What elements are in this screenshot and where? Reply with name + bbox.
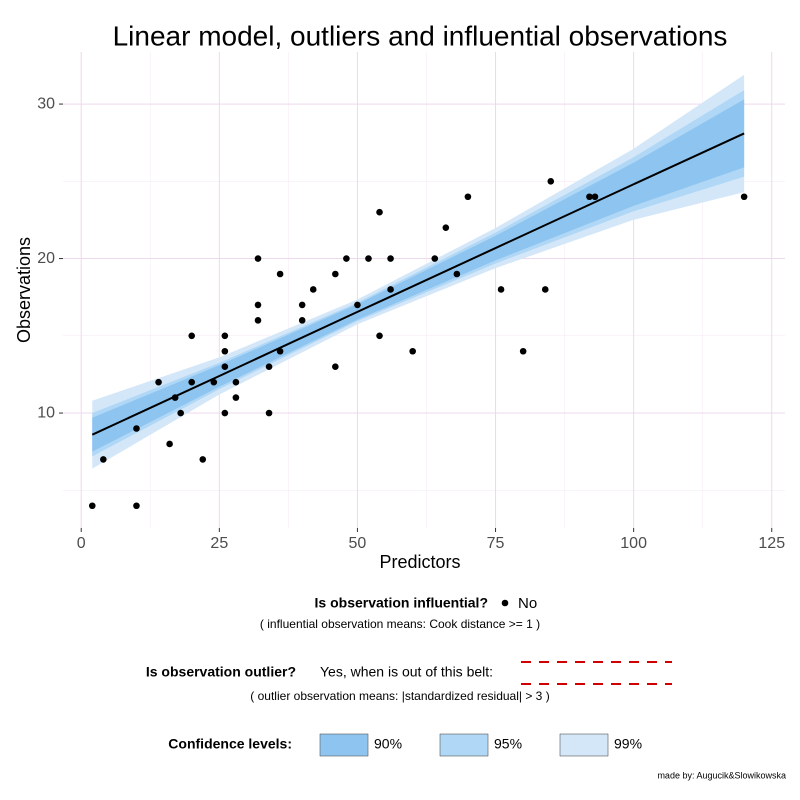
point — [133, 425, 140, 432]
x-tick-label: 75 — [487, 535, 505, 552]
y-tick-label: 30 — [37, 95, 55, 112]
point — [431, 255, 439, 262]
legend-swatch — [319, 733, 369, 757]
point — [177, 409, 184, 417]
point — [497, 286, 505, 293]
legend-label: 99% — [614, 736, 642, 752]
point — [332, 270, 339, 278]
x-tick-label: 125 — [758, 535, 785, 552]
x-tick-label: 100 — [620, 535, 647, 552]
point — [188, 332, 196, 340]
fit-line — [91, 132, 745, 436]
plot-area — [63, 52, 785, 528]
legend-text: Yes, when is out of this belt: — [320, 664, 493, 680]
point — [309, 286, 317, 293]
legend-title: Confidence levels: — [168, 736, 292, 752]
point — [199, 456, 207, 463]
point — [265, 363, 273, 371]
point — [276, 270, 284, 278]
point — [298, 317, 306, 324]
legend-title: Is observation outlier? — [146, 664, 296, 680]
point — [591, 193, 599, 201]
point — [376, 332, 383, 340]
x-axis-label: Predictors — [379, 552, 460, 572]
point — [387, 255, 394, 262]
point — [221, 363, 229, 371]
y-axis-label: Observations — [14, 237, 34, 343]
point — [221, 409, 229, 417]
point — [541, 286, 549, 293]
legend-label: No — [518, 595, 537, 612]
point — [232, 394, 240, 401]
point — [586, 193, 593, 201]
point — [332, 363, 339, 371]
point — [254, 301, 262, 309]
x-tick-label: 25 — [210, 535, 228, 552]
point — [298, 301, 306, 309]
legend-label: 95% — [494, 736, 522, 752]
y-tick-label: 10 — [37, 404, 55, 421]
point — [88, 502, 96, 510]
legend-title: Is observation influential? — [315, 595, 488, 611]
point — [409, 347, 416, 355]
credit: made by: Augucik&Slowikowska — [657, 770, 786, 780]
point — [740, 193, 748, 201]
point — [210, 378, 218, 386]
point — [343, 255, 350, 262]
point — [166, 440, 173, 448]
chart-title: Linear model, outliers and influential o… — [113, 20, 728, 51]
point — [376, 208, 383, 216]
point — [221, 347, 229, 355]
legend-swatch — [559, 733, 609, 757]
point — [354, 301, 361, 309]
legend-swatch — [439, 733, 489, 757]
point — [221, 332, 229, 340]
x-tick-label: 50 — [349, 535, 367, 552]
point — [133, 502, 140, 510]
point — [265, 409, 273, 417]
point — [453, 270, 461, 278]
point — [155, 378, 162, 386]
point — [464, 193, 472, 201]
legend-note: ( outlier observation means: |standardiz… — [250, 689, 549, 703]
legend-note: ( influential observation means: Cook di… — [260, 617, 540, 631]
confidence-band — [92, 99, 745, 452]
point — [547, 178, 555, 185]
x-tick-label: 0 — [77, 535, 86, 552]
legend-marker — [501, 599, 509, 607]
point — [188, 378, 196, 386]
point — [232, 378, 240, 386]
point — [519, 347, 527, 355]
point — [365, 255, 372, 262]
point — [442, 224, 450, 231]
legend-label: 90% — [374, 736, 402, 752]
y-tick-label: 20 — [37, 250, 55, 267]
point — [171, 394, 179, 401]
point — [254, 255, 262, 262]
point — [387, 286, 394, 293]
point — [100, 456, 107, 463]
point — [254, 317, 262, 324]
point — [276, 347, 284, 355]
